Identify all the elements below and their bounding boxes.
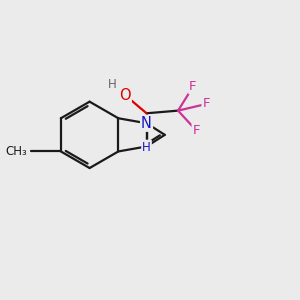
Text: F: F	[189, 80, 197, 93]
Text: F: F	[193, 124, 200, 137]
Text: CH₃: CH₃	[6, 145, 28, 158]
Text: N: N	[141, 116, 152, 131]
Text: O: O	[119, 88, 131, 103]
Text: H: H	[108, 78, 117, 91]
Text: H: H	[142, 141, 151, 154]
Text: F: F	[202, 98, 210, 110]
